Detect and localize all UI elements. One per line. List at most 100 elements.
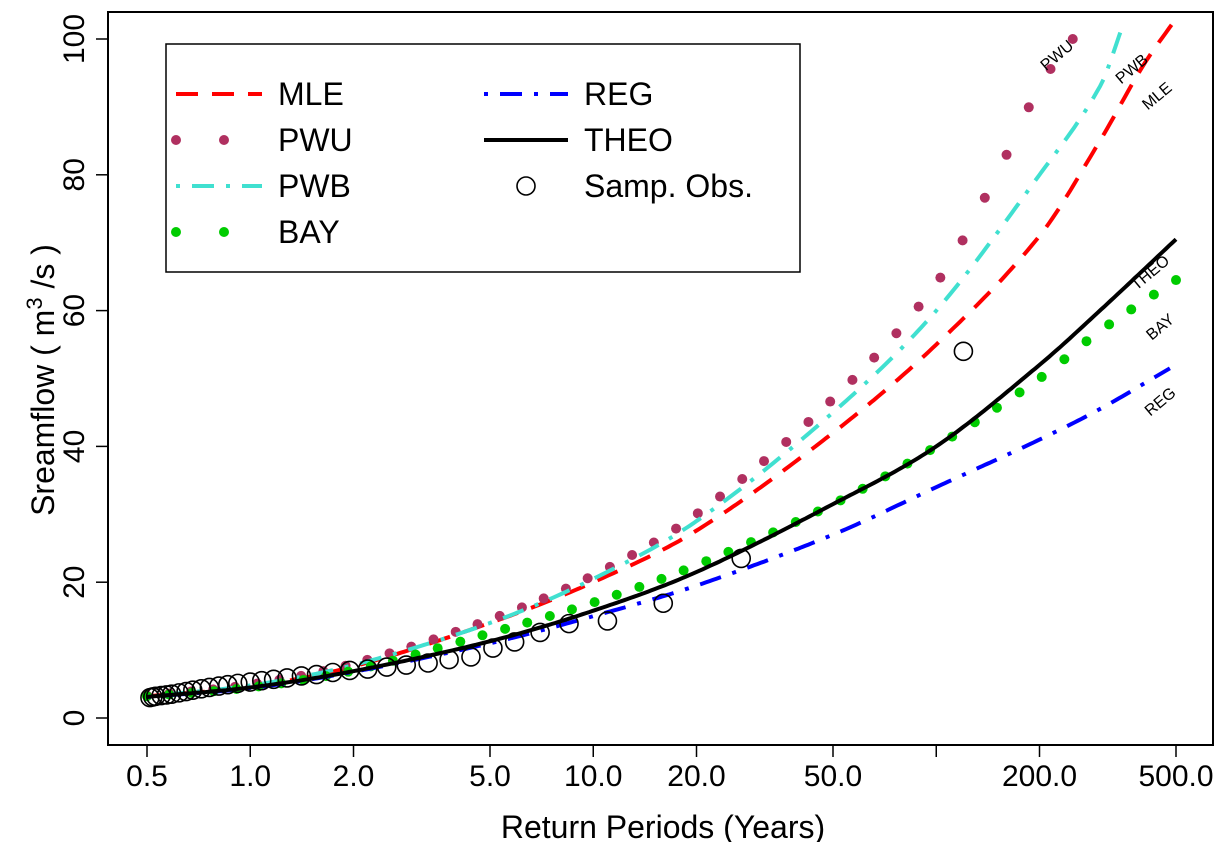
y-axis-title-main: Sreamflow ( m: [25, 310, 61, 516]
series-pwu-point: [935, 272, 946, 283]
y-axis-title-superscript: 3: [22, 297, 47, 309]
series-bay-point: [678, 565, 689, 576]
legend-pwu-symbol: [171, 135, 181, 145]
x-tick-label: 5.0: [469, 760, 511, 793]
legend: MLE PWU PWB BAY REG THEO Samp. Obs.: [165, 43, 801, 273]
series-theo-line: [146, 237, 1178, 699]
series-pwu-point: [692, 508, 703, 519]
series-bay-point: [1059, 354, 1070, 365]
series-samp-obs-point: [396, 655, 417, 675]
y-tick-label: 80: [58, 158, 91, 191]
series-bay-point: [1104, 319, 1115, 330]
series-pwu-point: [494, 610, 505, 621]
legend-box: [165, 43, 801, 273]
series-pwu-point: [627, 549, 638, 560]
legend-samp-obs-symbol: [516, 176, 536, 196]
series-bay-point: [1126, 304, 1137, 315]
y-tick-label: 20: [58, 566, 91, 599]
series-samp-obs-point: [263, 669, 284, 690]
y-axis-title: Sreamflow ( m3 /s ): [22, 244, 61, 516]
series-pwu-point: [428, 634, 439, 645]
x-tick-label: 1.0: [229, 760, 271, 793]
legend-bay-symbol: [219, 227, 229, 237]
y-tick-label: 40: [58, 430, 91, 463]
series-bay-point: [701, 556, 712, 567]
y-tick-label: 0: [58, 710, 91, 727]
x-tick-label: 20.0: [667, 760, 725, 793]
series-samp-obs-point: [306, 664, 327, 685]
series-samp-obs-point: [357, 659, 378, 679]
series-samp-obs-point: [209, 676, 229, 696]
series-samp-obs-point: [169, 683, 189, 703]
series-samp-obs-point: [240, 672, 261, 692]
legend-mle-label: MLE: [278, 76, 344, 112]
x-tick-label: 2.0: [333, 760, 375, 793]
series-samp-obs-point: [559, 613, 579, 634]
series-samp-obs-point: [251, 670, 272, 691]
series-samp-obs-point: [291, 666, 312, 686]
series-pwu-point: [869, 352, 880, 363]
series-samp-obs-point: [461, 647, 481, 667]
series-pwu-point: [825, 396, 836, 407]
series-pwu-point: [891, 328, 902, 339]
series-samp-obs-point: [530, 622, 550, 643]
series-pwu-point: [737, 474, 748, 485]
series-samp-obs-point: [653, 593, 674, 614]
series-pwu-point: [803, 416, 814, 427]
series-samp-obs-point: [176, 681, 196, 702]
series-bay-point: [500, 623, 511, 634]
series-clip-group: [140, 17, 1181, 708]
series-bay-point: [1014, 387, 1025, 398]
series-samp-obs-point: [439, 649, 459, 670]
series-pwu-point: [538, 593, 549, 604]
y-tick-label: 60: [58, 294, 91, 327]
series-samp-obs-point: [597, 611, 618, 631]
legend-pwb-label: PWB: [278, 168, 351, 204]
series-bay-point: [1036, 371, 1047, 382]
series-mle-line: [146, 17, 1178, 699]
series-bay-point: [455, 636, 466, 647]
series-bay-point: [634, 581, 645, 592]
x-tick-label: 0.5: [126, 760, 168, 793]
series-bay-point: [1171, 275, 1181, 286]
legend-reg-label: REG: [584, 76, 653, 112]
series-samp-obs-point: [731, 548, 752, 569]
series-bay-point: [991, 402, 1002, 413]
y-axis: 0 20 40 60 80 100: [58, 14, 109, 727]
series-samp-obs-point: [483, 638, 503, 658]
x-tick-label: 10.0: [564, 760, 622, 793]
legend-samp-obs-label: Samp. Obs.: [584, 168, 753, 204]
series-samp-obs-point: [161, 684, 182, 705]
series-pwu-point: [913, 301, 924, 312]
series-bay-point: [1148, 289, 1159, 300]
series-pwu-point: [781, 436, 792, 447]
x-tick-label: 200.0: [1002, 760, 1077, 793]
series-bay-point: [432, 643, 443, 654]
series-samp-obs-point: [217, 674, 238, 695]
series-pwu-point: [671, 523, 682, 534]
series-pwu-point: [582, 573, 593, 584]
series-samp-obs-point: [277, 668, 297, 688]
series-pwu-point: [847, 374, 858, 385]
legend-bay-label: BAY: [278, 214, 340, 250]
series-samp-obs-point: [183, 680, 203, 700]
series-samp-obs-point: [376, 657, 397, 677]
series-samp-obs-point: [953, 341, 974, 362]
series-samp-obs-point: [418, 653, 438, 673]
x-tick-label: 500.0: [1138, 760, 1213, 793]
series-layer: [140, 17, 1181, 708]
series-bay-point: [1081, 336, 1092, 347]
series-samp-obs-point: [228, 673, 248, 694]
series-pwu-point: [1023, 102, 1034, 113]
series-bay-point: [477, 630, 488, 641]
legend-pwu-symbol: [219, 135, 229, 145]
series-pwu-point: [1067, 34, 1078, 44]
series-pwu-point: [715, 491, 726, 502]
series-bay-point: [522, 617, 533, 628]
series-samp-obs-point: [504, 632, 525, 652]
legend-theo-label: THEO: [584, 122, 673, 158]
series-pwu-point: [957, 235, 968, 246]
series-bay-point: [611, 589, 622, 600]
